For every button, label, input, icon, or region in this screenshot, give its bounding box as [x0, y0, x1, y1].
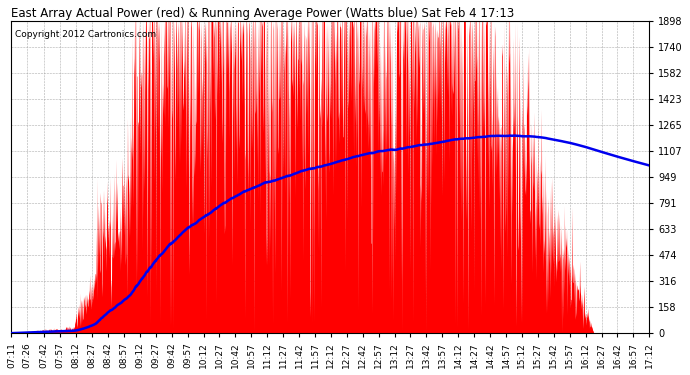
Text: Copyright 2012 Cartronics.com: Copyright 2012 Cartronics.com: [14, 30, 156, 39]
Text: East Array Actual Power (red) & Running Average Power (Watts blue) Sat Feb 4 17:: East Array Actual Power (red) & Running …: [12, 7, 515, 20]
